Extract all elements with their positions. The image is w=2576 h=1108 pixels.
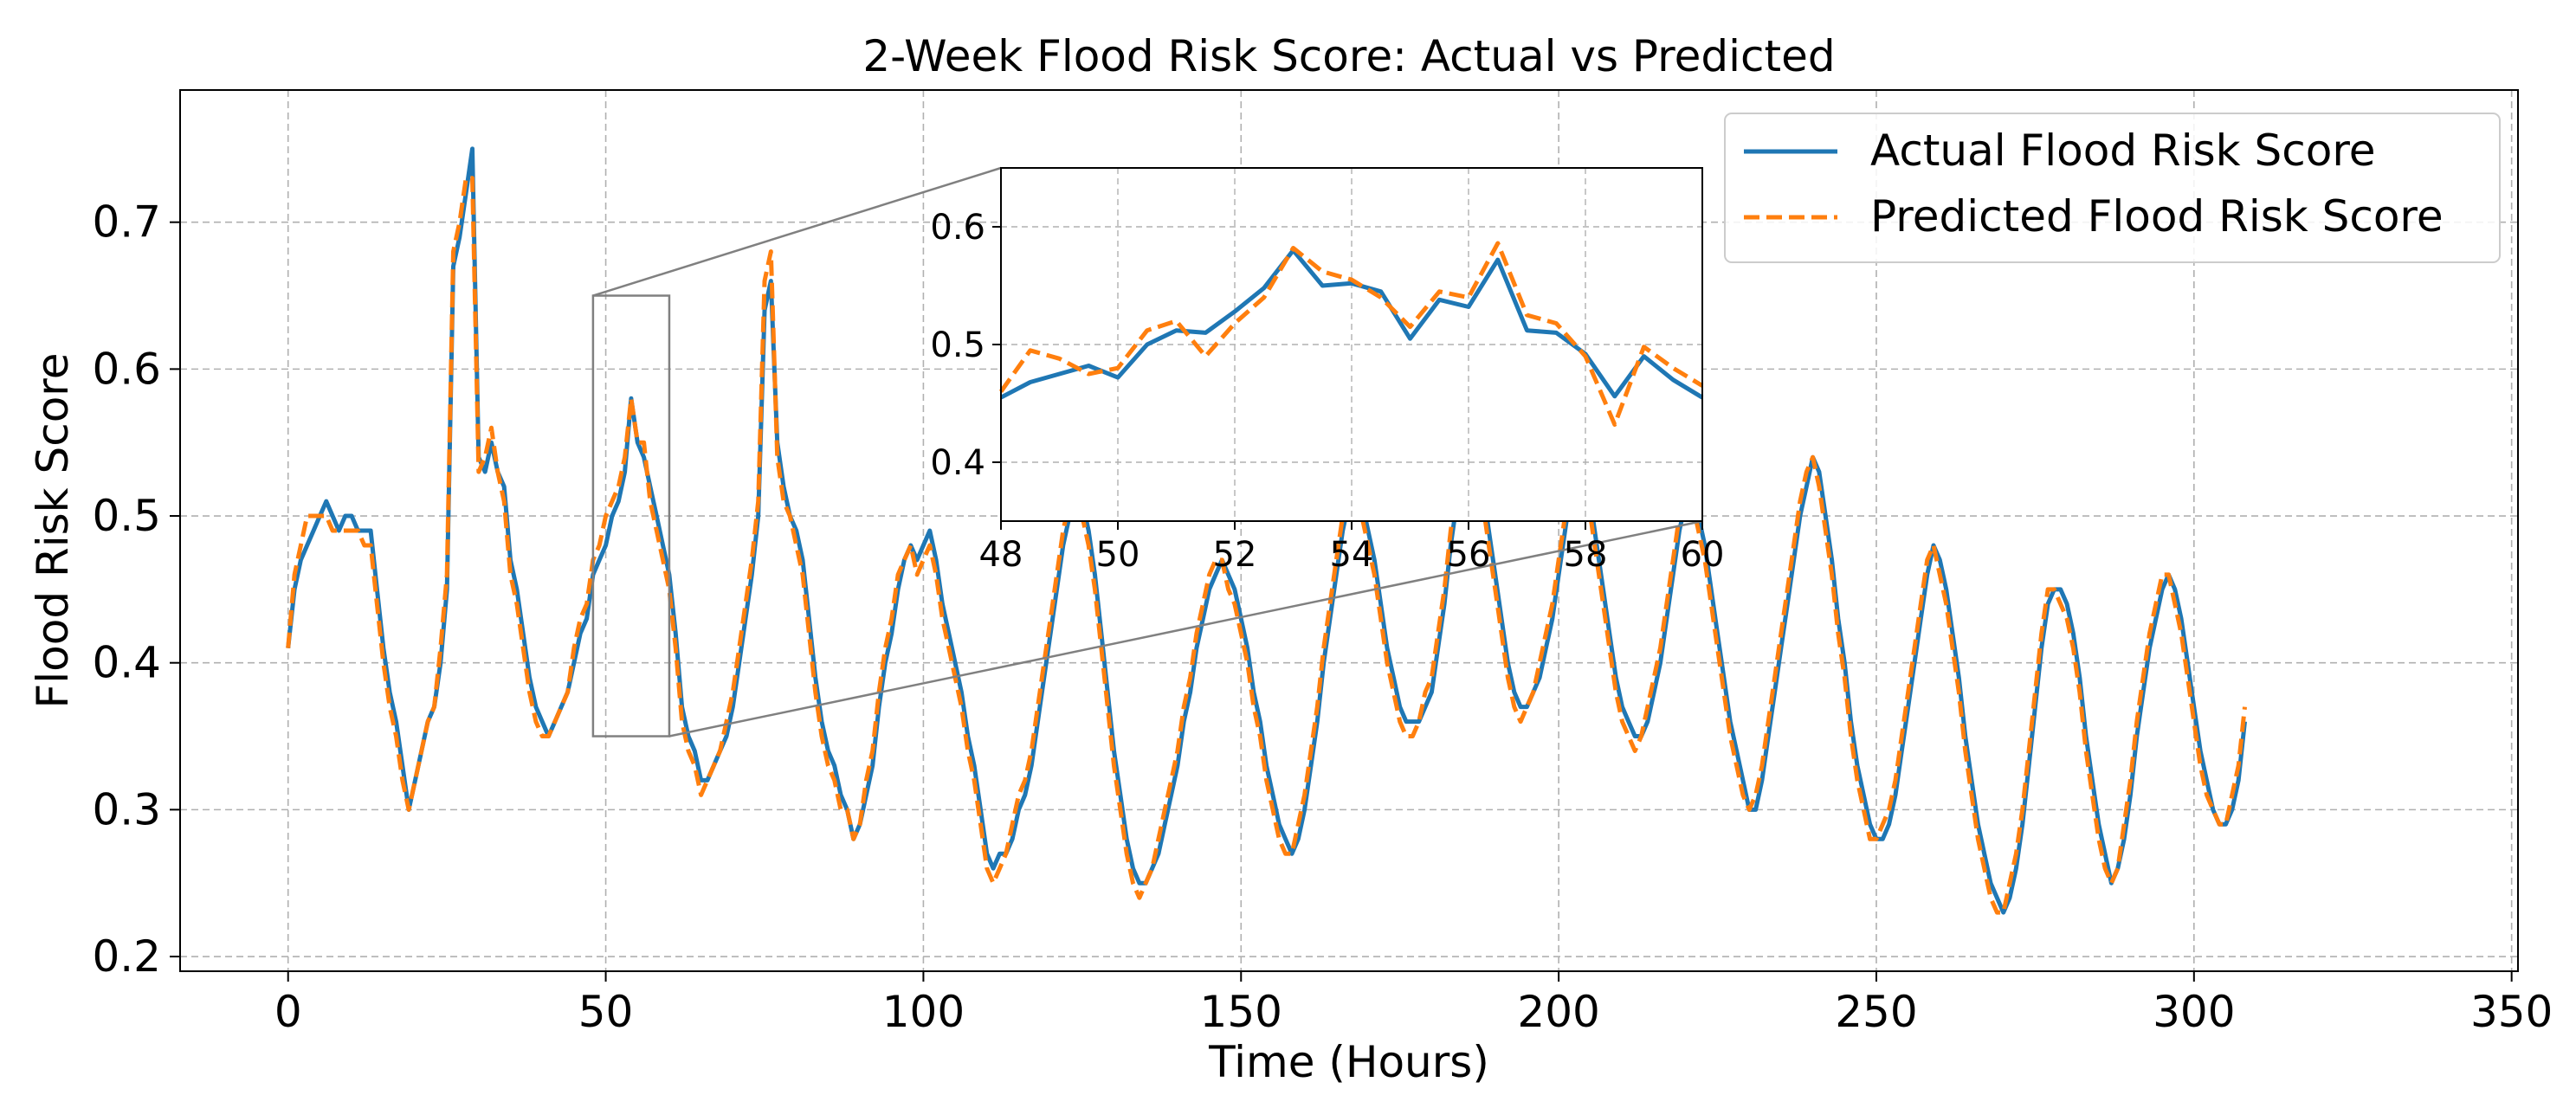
- main-x-tick-label: 50: [578, 987, 634, 1037]
- chart-title: 2-Week Flood Risk Score: Actual vs Predi…: [862, 31, 1835, 81]
- main-y-tick-label: 0.5: [92, 491, 161, 541]
- zoom-connector-top: [592, 166, 1002, 297]
- legend-box: [1724, 113, 2501, 263]
- inset-x-tick-label: 56: [1447, 535, 1491, 575]
- inset-y-ticks: 0.4 0.5 0.6: [930, 208, 1001, 483]
- chart-legend: Actual Flood Risk Score Predicted Flood …: [1724, 113, 2501, 263]
- inset-zoom-panel: 48 50 52 54 56 58 60 0.4 0.5 0.6: [930, 167, 1725, 575]
- x-axis-label: Time (Hours): [1208, 1037, 1489, 1087]
- predicted-flood-risk-line: [286, 176, 2247, 915]
- zoom-connector-bottom: [668, 519, 1703, 738]
- main-x-tick-label: 350: [2470, 987, 2553, 1037]
- inset-y-tick-label: 0.4: [930, 443, 985, 483]
- legend-actual-label: Actual Flood Risk Score: [1870, 126, 2376, 176]
- main-x-tick-label: 0: [274, 987, 302, 1037]
- main-x-tick-label: 300: [2153, 987, 2235, 1037]
- inset-y-tick-label: 0.6: [930, 208, 985, 248]
- main-y-ticks: 0.2 0.3 0.4 0.5 0.6 0.7: [92, 197, 180, 982]
- inset-x-tick-label: 54: [1330, 535, 1374, 575]
- inset-x-tick-label: 52: [1213, 535, 1257, 575]
- y-axis-label: Flood Risk Score: [28, 352, 78, 708]
- inset-y-tick-label: 0.5: [930, 325, 985, 365]
- main-y-tick-label: 0.4: [92, 638, 161, 688]
- main-y-tick-label: 0.6: [92, 344, 161, 394]
- main-axes-frame: [179, 89, 2519, 972]
- inset-predicted-line: [998, 241, 1704, 427]
- inset-x-tick-label: 50: [1096, 535, 1140, 575]
- main-x-tick-label: 150: [1200, 987, 1282, 1037]
- legend-predicted-label: Predicted Flood Risk Score: [1870, 191, 2444, 242]
- main-x-tick-label: 100: [882, 987, 965, 1037]
- main-y-tick-label: 0.3: [92, 784, 161, 834]
- inset-x-tick-label: 48: [979, 535, 1023, 575]
- main-plot-area: [286, 146, 2247, 915]
- inset-x-tick-label: 58: [1564, 535, 1608, 575]
- main-y-tick-label: 0.2: [92, 931, 161, 982]
- main-y-tick-label: 0.7: [92, 197, 161, 248]
- main-x-ticks: 0 50 100 150 200 250 300 350: [274, 971, 2553, 1037]
- main-x-tick-label: 250: [1835, 987, 1917, 1037]
- main-x-tick-label: 200: [1517, 987, 1599, 1037]
- inset-x-ticks: 48 50 52 54 56 58 60: [979, 521, 1725, 575]
- zoom-indicator: [591, 166, 1703, 738]
- inset-x-tick-label: 60: [1681, 535, 1725, 575]
- zoom-region-box: [591, 294, 671, 738]
